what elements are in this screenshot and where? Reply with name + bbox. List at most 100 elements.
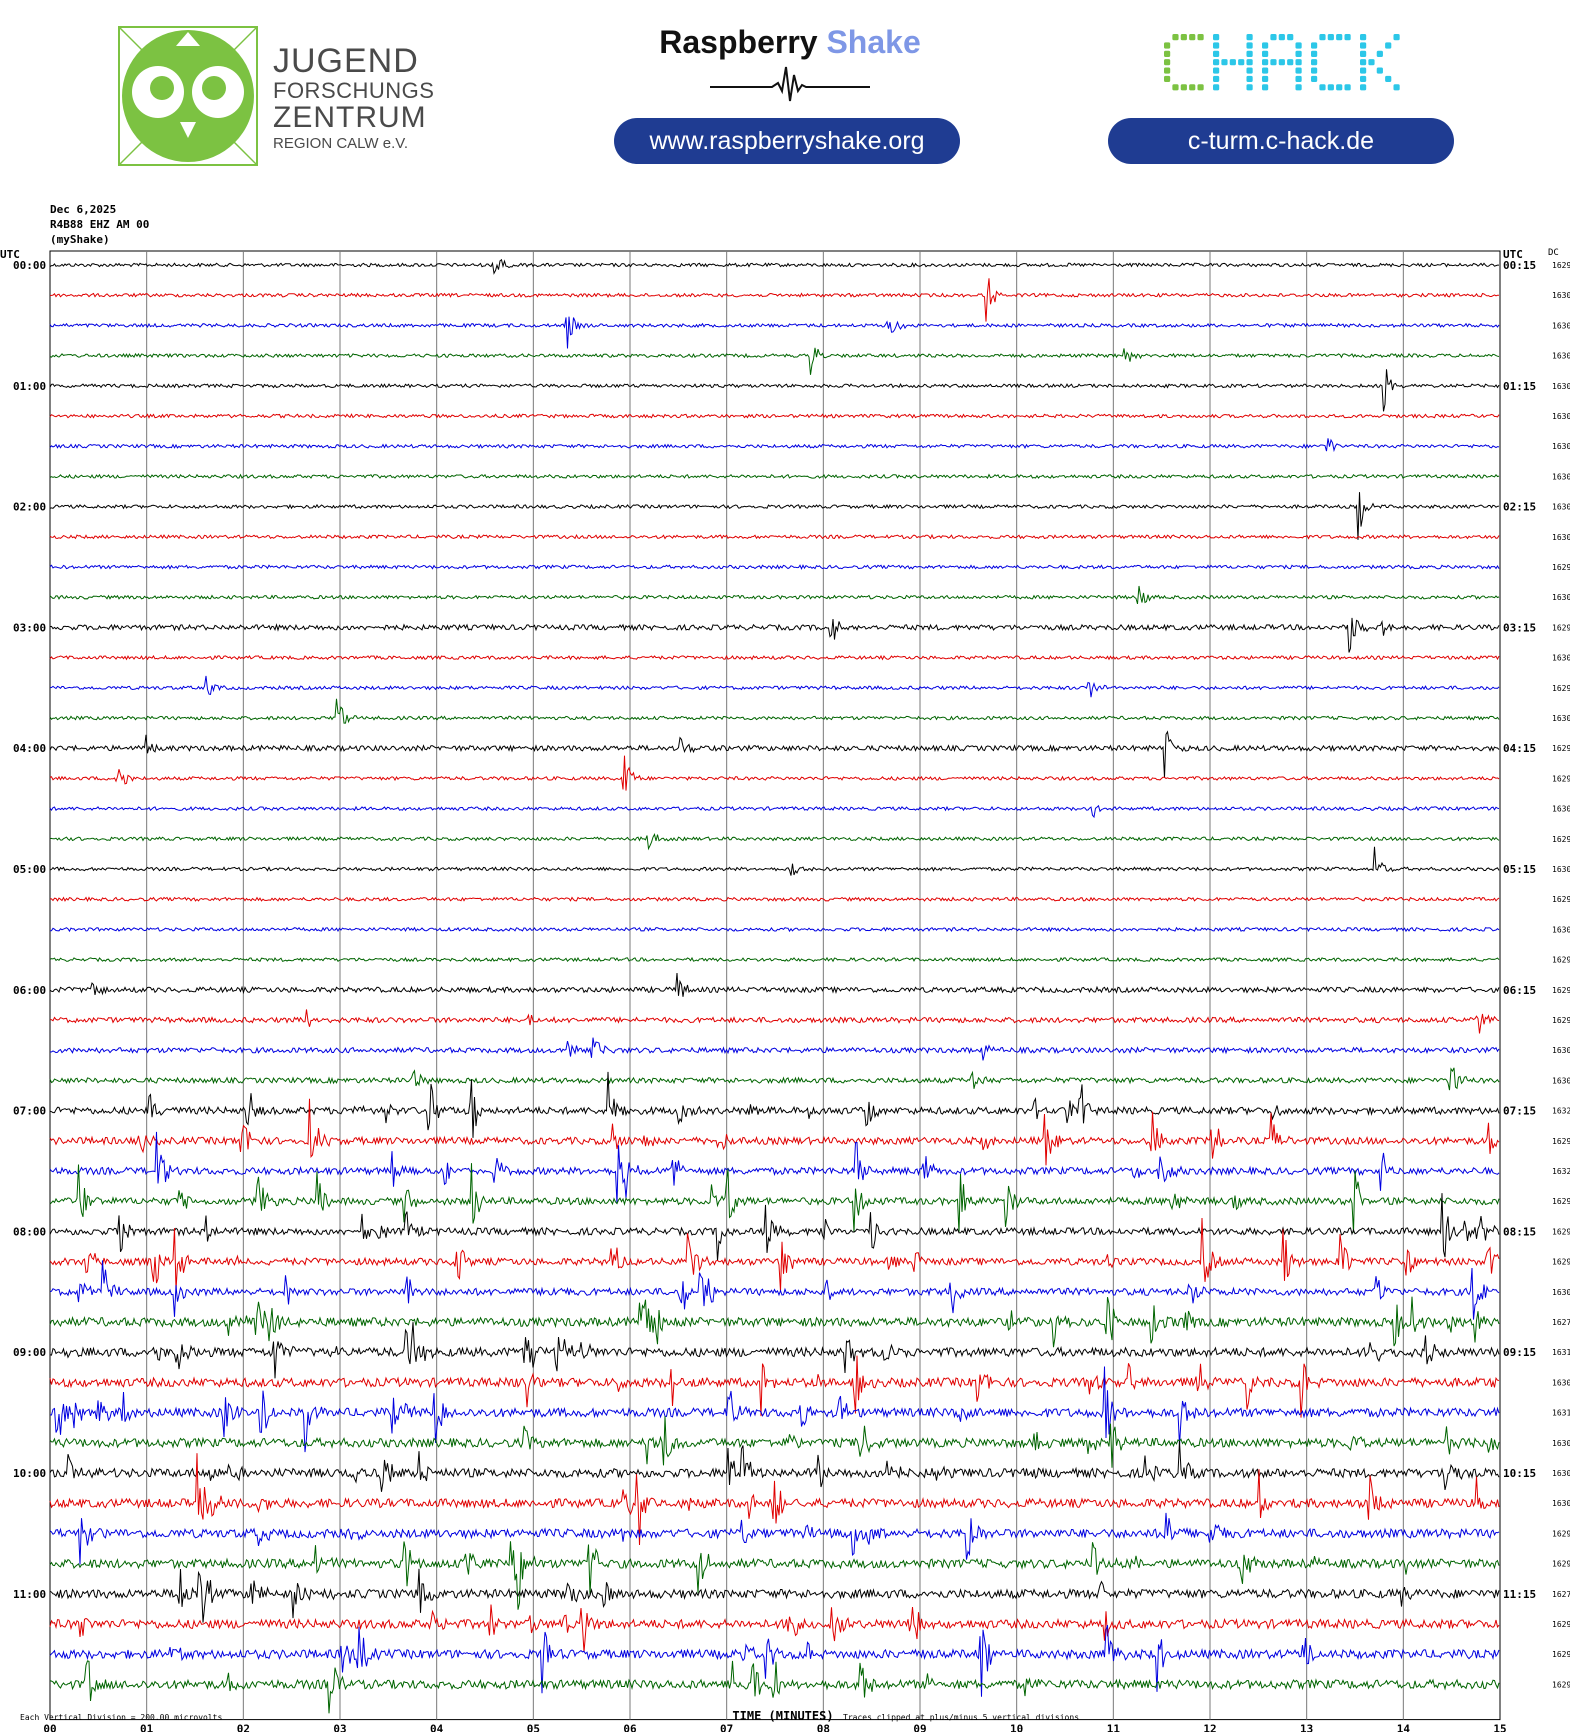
chack-pixel [1262,67,1269,74]
dc-offset-label: 16302 [1552,1439,1570,1448]
row-time-left: 09:00 [13,1346,46,1359]
chack-pixel [1319,34,1326,41]
jfz-line-3: ZENTRUM [273,101,427,134]
utc-label-left: UTC [0,248,20,261]
utc-label-right: UTC [1503,248,1523,261]
chack-pixel [1213,34,1220,41]
seismic-trace [49,347,1500,375]
chack-pixel [1278,34,1285,41]
seismic-trace [49,1416,1500,1468]
chack-pixel [1180,34,1187,41]
seismic-trace [49,585,1500,605]
chack-pixel [1311,42,1318,49]
rs-url-link[interactable]: www.raspberryshake.org [614,118,960,164]
dc-offset-label: 16299 [1552,895,1570,904]
row-time-right: 00:15 [1503,259,1536,272]
dc-offset-label: 16322 [1552,1107,1570,1116]
chack-pixel [1295,84,1302,91]
chack-pixel [1368,59,1375,66]
row-time-left: 08:00 [13,1225,46,1238]
chack-pixel [1213,75,1220,83]
dc-offset-label: 16302 [1552,1378,1570,1387]
chack-pixel [1246,42,1253,49]
chack-pixel [1287,34,1294,41]
chack-pixel [1229,59,1236,66]
chack-pixel [1213,84,1220,91]
dc-offset-label: 16279 [1552,1590,1570,1599]
seismic-trace [49,1009,1500,1034]
seismic-trace [49,1624,1500,1697]
seismic-trace [49,972,1500,997]
seismic-trace [49,1217,1500,1292]
seismic-wave-icon [710,66,870,102]
chack-pixel [1262,50,1269,57]
seismic-trace [49,755,1500,791]
x-tick-label: 11 [1107,1723,1121,1732]
chack-pixel [1189,34,1196,41]
chack-pixel [1221,59,1228,66]
dc-offset-label: 16302 [1552,593,1570,602]
row-time-left: 04:00 [13,742,46,755]
chack-pixel [1270,59,1277,66]
seismic-trace [49,1440,1500,1492]
seismic-trace [49,1366,1500,1453]
raspberry-shake-logo: Raspberry Shake [640,24,940,104]
footer-clip-note: Traces clipped at plus/minus 5 vertical … [843,1713,1079,1722]
dc-offset-label: 16296 [1552,1529,1570,1538]
seismic-trace [49,438,1500,453]
chack-pixel [1360,67,1367,74]
dc-offset-label: 16305 [1552,1288,1570,1297]
chack-pixel [1319,84,1326,91]
chack-pixel [1262,84,1269,91]
chack-pixel [1246,34,1253,41]
chack-pixel [1327,84,1334,91]
chack-pixel [1295,67,1302,74]
seismic-trace [49,1131,1500,1205]
row-time-left: 03:00 [13,621,46,634]
chack-pixel [1278,59,1285,66]
chack-url-link[interactable]: c-turm.c-hack.de [1108,118,1454,164]
dc-offset-label: 16299 [1552,684,1570,693]
row-time-left: 05:00 [13,863,46,876]
seismic-trace [49,956,1500,963]
chack-pixel [1246,59,1253,66]
dc-offset-label: 16298 [1552,1620,1570,1629]
dc-offset-label: 16302 [1552,714,1570,723]
row-time-left: 07:00 [13,1105,46,1118]
chack-pixel [1197,34,1204,41]
chack-pixel [1164,50,1171,57]
seismic-trace [49,1322,1500,1379]
x-tick-label: 06 [623,1723,637,1732]
dc-offset-label: 16294 [1552,1016,1570,1025]
row-time-right: 06:15 [1503,984,1536,997]
chack-pixel [1311,50,1318,57]
row-time-right: 05:15 [1503,863,1536,876]
seismic-trace [49,564,1500,570]
dc-offset-label: 16326 [1552,1167,1570,1176]
seismic-trace [49,492,1500,540]
chack-pixel [1344,84,1351,91]
chack-pixel [1295,42,1302,49]
dc-offset-label: 16273 [1552,1318,1570,1327]
seismic-trace [49,1541,1500,1610]
seismic-trace [49,1163,1500,1234]
chack-pixel [1311,75,1318,83]
chack-pixel [1246,50,1253,57]
seismic-trace [49,1568,1500,1623]
seismic-trace [49,473,1500,480]
chack-pixel [1360,34,1367,41]
jfz-line-4: REGION CALW e.V. [273,135,409,152]
dc-label: DC [1548,248,1559,258]
dc-offset-label: 16293 [1552,1258,1570,1267]
seismic-trace [49,896,1500,903]
seismic-trace [49,698,1500,724]
chack-pixel [1360,84,1367,91]
